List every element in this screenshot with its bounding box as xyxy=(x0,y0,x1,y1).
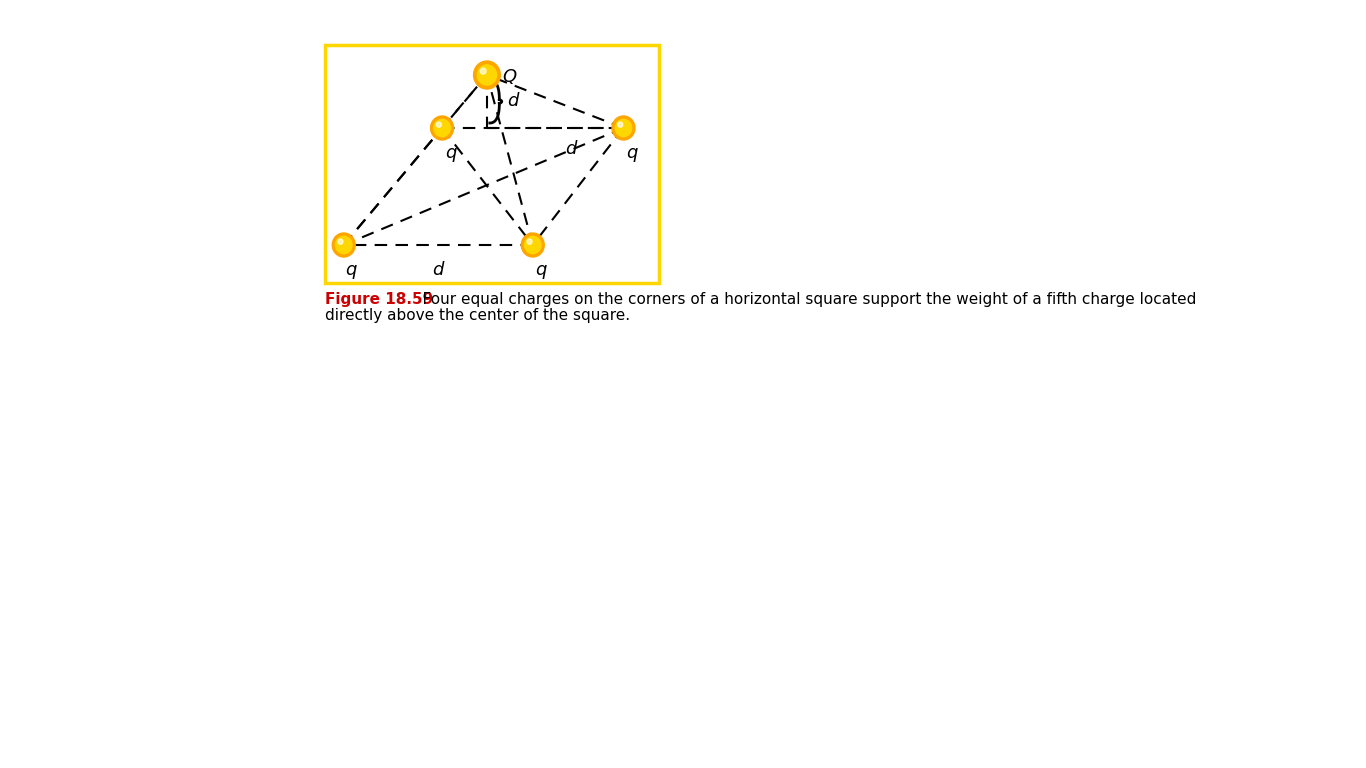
Circle shape xyxy=(332,233,355,257)
Circle shape xyxy=(525,237,541,253)
Circle shape xyxy=(477,65,497,85)
Circle shape xyxy=(474,61,500,89)
Circle shape xyxy=(337,239,343,244)
Circle shape xyxy=(527,239,533,244)
Text: directly above the center of the square.: directly above the center of the square. xyxy=(325,308,630,323)
Text: d: d xyxy=(433,261,444,279)
Bar xyxy=(325,45,658,283)
Text: q: q xyxy=(346,261,357,279)
Text: Q: Q xyxy=(503,68,516,86)
Text: Four equal charges on the corners of a horizontal square support the weight of a: Four equal charges on the corners of a h… xyxy=(403,292,1197,307)
Text: Figure 18.59: Figure 18.59 xyxy=(325,292,433,307)
Text: q: q xyxy=(627,144,638,162)
Circle shape xyxy=(336,237,352,253)
Circle shape xyxy=(522,233,544,257)
Text: q: q xyxy=(535,261,546,279)
Text: d: d xyxy=(507,92,518,111)
Circle shape xyxy=(436,122,441,127)
Text: q: q xyxy=(445,144,456,162)
Circle shape xyxy=(434,119,451,137)
Circle shape xyxy=(430,116,454,140)
Circle shape xyxy=(481,68,486,74)
Circle shape xyxy=(612,116,635,140)
Circle shape xyxy=(615,119,631,137)
Circle shape xyxy=(617,122,623,127)
Text: d: d xyxy=(564,140,576,158)
